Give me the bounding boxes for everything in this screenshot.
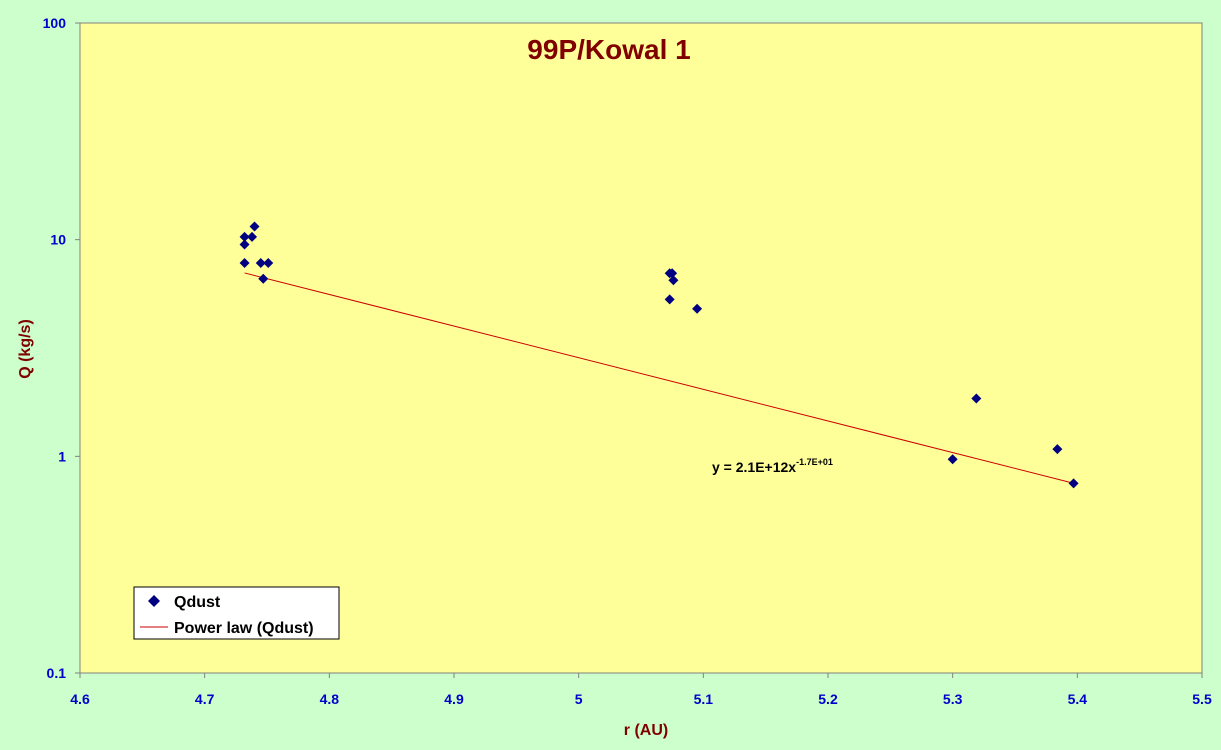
- x-tick-label: 5.5: [1192, 691, 1212, 707]
- y-axis: 0.1 1 10 100: [43, 15, 80, 681]
- chart-title: 99P/Kowal 1: [527, 34, 690, 65]
- legend-label-qdust: Qdust: [174, 594, 221, 611]
- data-point: [255, 258, 266, 269]
- x-axis: 4.6 4.7 4.8 4.9 5 5.1 5.2 5.3 5.4 5.5: [70, 673, 1212, 707]
- data-point: [239, 231, 250, 242]
- trendline-layer: [244, 272, 1074, 484]
- legend-marker-qdust: [148, 595, 160, 607]
- data-point: [239, 258, 250, 269]
- y-tick-label: 0.1: [47, 665, 67, 681]
- data-point: [239, 239, 250, 250]
- x-tick-label: 4.9: [444, 691, 464, 707]
- x-tick-label: 5: [575, 691, 583, 707]
- trend-equation-exponent: -1.7E+01: [796, 457, 833, 467]
- data-point: [258, 273, 269, 284]
- plot-area: [79, 22, 1203, 674]
- y-tick-label: 100: [43, 15, 67, 31]
- data-point: [1068, 478, 1079, 489]
- data-point: [263, 258, 274, 269]
- x-tick-label: 4.7: [195, 691, 215, 707]
- data-point: [664, 294, 675, 305]
- data-point: [667, 268, 678, 279]
- y-axis-title: Q (kg/s): [17, 319, 34, 379]
- trendline-power-law: [244, 272, 1074, 484]
- x-tick-label: 5.2: [818, 691, 838, 707]
- trend-equation-base: y = 2.1E+12x: [712, 459, 796, 475]
- x-tick-label: 4.6: [70, 691, 90, 707]
- legend: Qdust Power law (Qdust): [133, 586, 340, 640]
- data-point: [247, 231, 258, 242]
- data-point: [947, 454, 958, 465]
- y-tick-label: 1: [58, 448, 66, 464]
- legend-label-power-law: Power law (Qdust): [174, 620, 314, 637]
- trend-equation: y = 2.1E+12x-1.7E+01: [712, 457, 833, 475]
- data-point: [249, 221, 260, 232]
- data-point: [692, 303, 703, 314]
- x-axis-title: r (AU): [624, 722, 668, 739]
- y-tick-label: 10: [50, 232, 66, 248]
- x-tick-label: 4.8: [320, 691, 340, 707]
- data-point: [668, 275, 679, 286]
- legend-box: [133, 586, 340, 640]
- data-point: [1052, 444, 1063, 455]
- x-tick-label: 5.1: [694, 691, 714, 707]
- points-layer: [239, 221, 1079, 489]
- x-tick-label: 5.3: [943, 691, 963, 707]
- x-tick-label: 5.4: [1068, 691, 1088, 707]
- data-point: [971, 393, 982, 404]
